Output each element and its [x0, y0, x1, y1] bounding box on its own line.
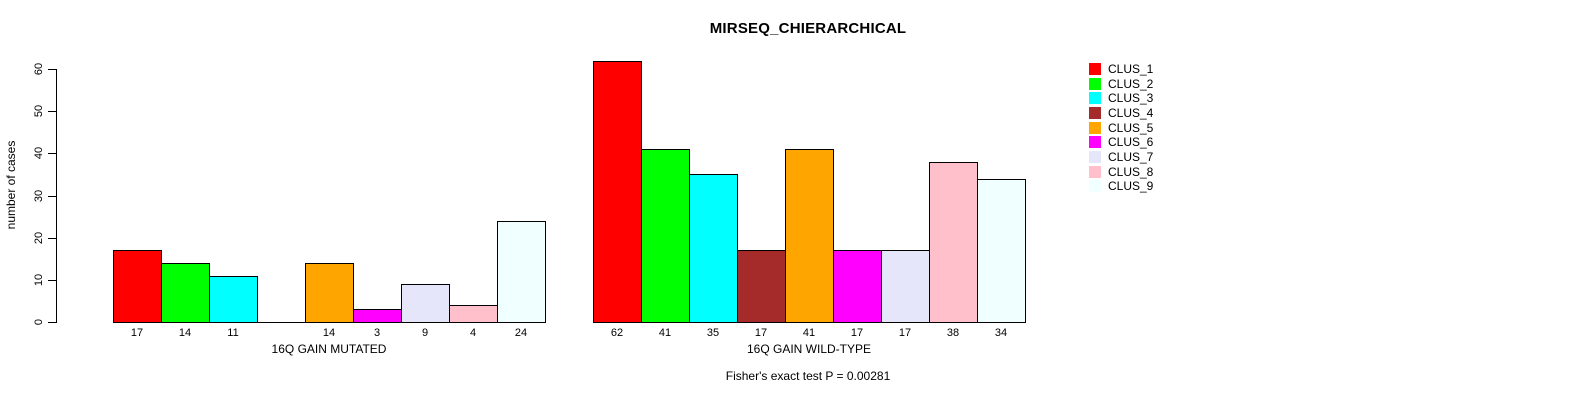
bar-value-label: 38 — [946, 327, 960, 339]
y-axis-tick — [48, 279, 56, 281]
legend-label: CLUS_3 — [1108, 91, 1154, 106]
legend-label: CLUS_6 — [1108, 135, 1154, 150]
bar-CLUS_6 — [353, 309, 402, 323]
bar-CLUS_1 — [113, 250, 162, 323]
bar-CLUS_8 — [929, 162, 978, 323]
legend-swatch-CLUS_9 — [1089, 180, 1101, 193]
bar-CLUS_8 — [449, 305, 498, 323]
bar-CLUS_2 — [161, 263, 210, 323]
y-axis-tick-label: 50 — [33, 105, 45, 118]
bar-value-label: 17 — [850, 327, 864, 339]
y-axis-tick-label: 60 — [33, 62, 45, 76]
legend-label: CLUS_4 — [1108, 106, 1154, 120]
y-axis-tick — [48, 195, 56, 197]
bar-CLUS_4 — [737, 250, 786, 323]
bar-value-label: 24 — [514, 327, 528, 339]
legend-label: CLUS_9 — [1108, 179, 1154, 194]
bar-value-label: 4 — [469, 327, 477, 339]
y-axis-tick-label: 40 — [33, 147, 45, 160]
legend-label: CLUS_2 — [1108, 76, 1154, 91]
legend-label: CLUS_1 — [1108, 62, 1154, 76]
y-axis-tick — [48, 111, 56, 113]
y-axis-label: number of cases — [4, 140, 18, 230]
legend-swatch-CLUS_1 — [1089, 63, 1101, 75]
bar-value-label: 11 — [227, 327, 239, 339]
bar-CLUS_2 — [641, 149, 690, 323]
y-axis-tick — [48, 69, 56, 70]
x-axis-group-label: 16Q GAIN MUTATED — [271, 342, 387, 356]
bar-CLUS_1 — [593, 61, 642, 323]
y-axis-tick — [48, 153, 56, 155]
bar-value-label: 9 — [421, 327, 429, 339]
y-axis-line — [56, 69, 57, 323]
bar-CLUS_7 — [881, 250, 930, 323]
bar-value-label: 35 — [706, 327, 720, 339]
y-axis-tick-label: 10 — [33, 273, 45, 286]
bar-value-label: 14 — [322, 327, 336, 339]
legend-swatch-CLUS_3 — [1089, 92, 1101, 105]
legend-swatch-CLUS_4 — [1089, 107, 1101, 119]
legend-swatch-CLUS_5 — [1089, 121, 1101, 134]
legend-swatch-CLUS_2 — [1089, 77, 1101, 90]
legend-swatch-CLUS_7 — [1089, 151, 1101, 164]
bar-value-label: 14 — [178, 327, 192, 339]
legend-swatch-CLUS_8 — [1089, 165, 1101, 178]
bar-value-label: 34 — [994, 327, 1008, 339]
bar-CLUS_9 — [977, 179, 1026, 323]
bar-CLUS_6 — [833, 250, 882, 323]
bar-value-label: 17 — [898, 327, 912, 339]
chart-title: MIRSEQ_CHIERARCHICAL — [709, 20, 907, 37]
y-axis-tick-label: 0 — [33, 318, 45, 326]
y-axis-tick — [48, 322, 56, 323]
legend-label: CLUS_5 — [1108, 120, 1154, 135]
bar-CLUS_7 — [401, 284, 450, 323]
y-axis-tick-label: 30 — [33, 189, 45, 202]
y-axis-tick-label: 20 — [33, 231, 45, 244]
fisher-test-caption: Fisher's exact test P = 0.00281 — [725, 369, 891, 383]
x-axis-group-label: 16Q GAIN WILD-TYPE — [746, 342, 872, 356]
bar-CLUS_5 — [305, 263, 354, 323]
bar-CLUS_5 — [785, 149, 834, 323]
bar-value-label: 17 — [130, 327, 144, 339]
bar-value-label: 41 — [802, 327, 816, 339]
legend-swatch-CLUS_6 — [1089, 136, 1101, 149]
legend-label: CLUS_8 — [1108, 164, 1154, 179]
bar-value-label: 17 — [754, 327, 768, 339]
bar-CLUS_3 — [209, 276, 258, 323]
bar-value-label: 3 — [373, 327, 381, 339]
bar-CLUS_3 — [689, 174, 738, 323]
y-axis-tick — [48, 237, 56, 239]
legend-label: CLUS_7 — [1108, 150, 1154, 165]
bar-value-label: 62 — [610, 327, 624, 339]
bar-CLUS_9 — [497, 221, 546, 323]
bar-value-label: 41 — [658, 327, 672, 339]
